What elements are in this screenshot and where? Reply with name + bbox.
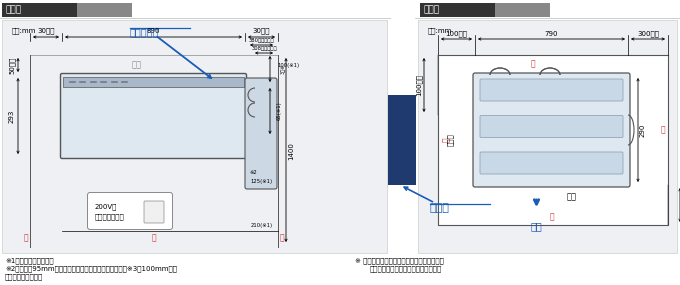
Bar — [77, 3, 132, 17]
FancyBboxPatch shape — [245, 78, 277, 189]
Text: 100以上: 100以上 — [445, 30, 468, 37]
FancyBboxPatch shape — [480, 79, 623, 101]
Text: 790: 790 — [545, 31, 558, 37]
Text: 単位:mm: 単位:mm — [428, 27, 452, 34]
Text: 壁: 壁 — [530, 59, 535, 68]
FancyBboxPatch shape — [473, 73, 630, 187]
Text: 293: 293 — [9, 109, 15, 123]
Text: 天井: 天井 — [132, 60, 142, 70]
Bar — [418, 20, 677, 253]
Bar — [438, 55, 668, 225]
Text: 200V用: 200V用 — [95, 203, 118, 209]
Text: 風向板: 風向板 — [430, 203, 450, 213]
Text: 壁: 壁 — [23, 233, 28, 242]
FancyBboxPatch shape — [480, 152, 623, 174]
Text: 壁: 壁 — [660, 125, 665, 135]
Bar — [2, 3, 77, 17]
Text: 3（※: 3（※ — [281, 64, 286, 74]
Text: 可動パネル: 可動パネル — [130, 27, 159, 37]
Text: 65(※1): 65(※1) — [277, 102, 282, 120]
Bar — [2, 20, 387, 253]
FancyBboxPatch shape — [61, 74, 246, 158]
Text: 100(※1): 100(※1) — [277, 62, 299, 68]
Text: 290: 290 — [640, 123, 646, 137]
Text: 確保してください。: 確保してください。 — [5, 273, 44, 280]
Text: 正面: 正面 — [566, 192, 577, 201]
Text: 風向: 風向 — [530, 221, 543, 231]
Text: 100以上: 100以上 — [415, 74, 422, 96]
Text: 壁: 壁 — [549, 212, 554, 221]
Text: 50以上: 50以上 — [8, 56, 15, 74]
Text: 単位:mm: 単位:mm — [12, 27, 36, 34]
Text: ※2: ※2 — [250, 170, 258, 174]
FancyBboxPatch shape — [480, 115, 623, 137]
Bar — [388, 95, 416, 185]
Text: 308（据付時）: 308（据付時） — [251, 46, 277, 51]
Bar — [495, 3, 550, 17]
Text: エルバープラグ: エルバープラグ — [95, 213, 124, 220]
Text: 30以上: 30以上 — [37, 27, 55, 34]
Text: 壁: 壁 — [280, 233, 285, 242]
Text: ※2の寸法が95mm以上の場合には、メンテナンスの為、※3は100mm以上: ※2の寸法が95mm以上の場合には、メンテナンスの為、※3は100mm以上 — [5, 265, 177, 272]
Text: 300以上: 300以上 — [637, 30, 659, 37]
FancyBboxPatch shape — [144, 201, 164, 223]
Text: 30以上: 30以上 — [253, 27, 270, 34]
Text: 壁: 壁 — [442, 138, 451, 142]
Text: 左側面: 左側面 — [447, 134, 454, 146]
Bar — [420, 3, 495, 17]
Text: 1400: 1400 — [288, 142, 294, 160]
Bar — [63, 77, 244, 87]
Text: 室内機: 室内機 — [5, 5, 21, 15]
Text: 210(※1): 210(※1) — [250, 223, 273, 228]
Text: ※ 効率の良い運転のために、正面・左側面の: ※ 効率の良い運転のために、正面・左側面の — [355, 257, 444, 264]
Text: 壁: 壁 — [151, 233, 156, 242]
Text: 室外機: 室外機 — [423, 5, 439, 15]
Text: 125(※1): 125(※1) — [250, 180, 272, 184]
Text: 380（運転時）: 380（運転時） — [249, 38, 274, 43]
Text: ２方向をなるべく解放してください。: ２方向をなるべく解放してください。 — [370, 265, 442, 272]
FancyBboxPatch shape — [88, 192, 173, 229]
Text: 890: 890 — [147, 28, 160, 34]
Text: ※1は下吹き時の寸法。: ※1は下吹き時の寸法。 — [5, 257, 54, 264]
